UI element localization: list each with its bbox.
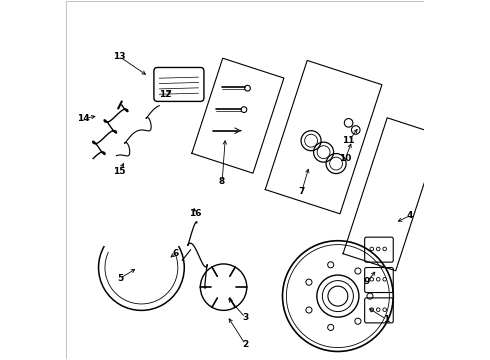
Text: 10: 10 — [339, 154, 351, 163]
Text: 4: 4 — [406, 211, 413, 220]
Text: 13: 13 — [113, 52, 125, 61]
Text: 16: 16 — [189, 210, 201, 219]
Text: 12: 12 — [159, 90, 172, 99]
Text: 15: 15 — [113, 167, 125, 176]
Text: 9: 9 — [363, 277, 369, 286]
Text: 8: 8 — [219, 177, 225, 186]
Text: 7: 7 — [298, 187, 305, 196]
Text: 11: 11 — [343, 136, 355, 145]
Text: 1: 1 — [383, 315, 389, 324]
Text: 5: 5 — [117, 274, 123, 283]
Text: 6: 6 — [172, 249, 178, 258]
Text: 14: 14 — [77, 114, 90, 123]
Text: 3: 3 — [242, 313, 248, 322]
Text: 2: 2 — [242, 340, 248, 349]
